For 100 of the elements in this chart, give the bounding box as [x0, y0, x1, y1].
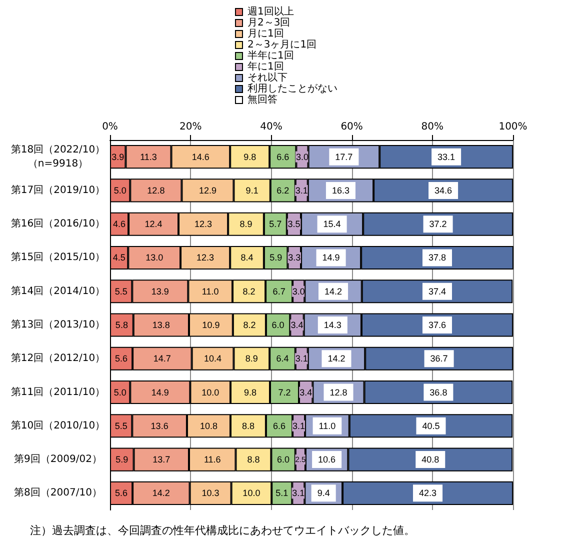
data-label: 3.5 [288, 219, 300, 230]
data-label: 11.6 [204, 454, 221, 465]
data-label: 3.4 [290, 320, 304, 330]
data-label: 37.4 [428, 286, 446, 296]
data-label: 3.1 [292, 420, 306, 431]
data-label: 40.8 [422, 454, 440, 465]
data-label: 34.6 [434, 185, 452, 196]
data-label: 14.2 [328, 354, 346, 364]
data-label: 14.6 [192, 152, 210, 162]
data-label: 5.9 [270, 252, 282, 263]
data-label: 14.9 [151, 387, 169, 398]
legend-label: それ以下 [248, 72, 288, 84]
data-label: 9.1 [246, 185, 258, 196]
data-label: 14.9 [322, 252, 340, 263]
data-label: 12.9 [198, 185, 216, 196]
data-label: 13.8 [152, 320, 170, 330]
legend-label: 半年に1回 [248, 50, 294, 62]
data-label: 11.0 [202, 286, 219, 296]
data-label: 8.4 [240, 252, 254, 263]
x-tick-label: 0% [102, 122, 118, 132]
data-label: 3.3 [288, 252, 301, 263]
y-tick-label: 第15回（2015/10） [10, 251, 106, 264]
data-label: 5.6 [115, 488, 128, 498]
data-label: 16.3 [332, 185, 350, 196]
data-label: 37.2 [429, 219, 447, 230]
data-label: 10.0 [242, 488, 260, 498]
data-label: 10.8 [200, 420, 218, 431]
data-label: 40.5 [422, 420, 440, 431]
data-label: 14.2 [324, 286, 342, 296]
x-tick-label: 80% [421, 122, 444, 132]
y-tick-label: 第13回（2013/10） [10, 318, 106, 330]
data-label: 11.3 [140, 152, 157, 162]
legend-label: 月に1回 [248, 28, 284, 40]
x-tick-label: 20% [179, 122, 202, 132]
data-label: 42.3 [419, 488, 437, 498]
data-label: 17.7 [335, 152, 353, 162]
y-tick-label: 第12回（2012/10） [10, 352, 106, 364]
data-label: 5.5 [114, 286, 128, 296]
data-label: 13.0 [146, 252, 164, 263]
data-label: 37.8 [428, 252, 446, 263]
y-tick-label: 第8回（2007/10） [14, 486, 102, 499]
data-label: 6.0 [272, 320, 284, 330]
data-label: 14.7 [153, 354, 171, 364]
data-label: 12.8 [330, 387, 348, 398]
legend-label: 週1回以上 [248, 6, 294, 18]
data-label: 12.3 [196, 252, 214, 263]
data-label: 6.0 [277, 454, 290, 465]
data-label: 10.6 [318, 454, 336, 465]
data-label: 8.2 [242, 286, 256, 296]
legend-label: 無回答 [248, 94, 278, 106]
data-label: 13.9 [151, 286, 169, 296]
data-label: 10.9 [202, 320, 220, 330]
data-label: 5.1 [276, 488, 288, 498]
data-label: 5.5 [114, 420, 128, 431]
y-tick-label: 第9回（2009/02） [14, 453, 102, 466]
data-label: 9.8 [244, 387, 256, 398]
data-label: 6.2 [276, 185, 290, 196]
x-tick-label: 40% [260, 122, 282, 132]
data-label: 36.8 [430, 387, 448, 398]
data-label: 9.8 [244, 152, 256, 162]
data-label: 3.9 [112, 152, 124, 162]
data-label: 5.8 [115, 320, 128, 330]
data-label: 12.4 [144, 219, 162, 230]
legend-label: 月2～3回 [248, 18, 290, 28]
y-tick-label: 第18回（2022/10）（n=9918） [10, 143, 106, 170]
data-label: 6.4 [276, 354, 289, 364]
data-label: 3.1 [295, 354, 308, 364]
x-tick-label: 60% [340, 122, 363, 132]
y-tick-label: 第17回（2019/10） [10, 184, 106, 196]
text: 注）過去調査は、今回調査の性年代構成比にあわせてウエイトバックした値。 [30, 524, 415, 537]
data-label: 33.1 [438, 152, 456, 162]
data-label: 3.4 [300, 387, 312, 398]
data-label: 4.5 [112, 252, 126, 263]
data-label: 15.4 [323, 219, 341, 230]
legend-label: 利用したことがない [248, 82, 338, 94]
data-label: 8.9 [240, 219, 252, 230]
data-label: 3.0 [296, 152, 308, 162]
data-label: 8.2 [243, 320, 256, 330]
y-tick-label: 第10回（2010/10） [10, 419, 106, 432]
data-label: 6.6 [273, 420, 286, 431]
data-label: 8.9 [245, 354, 258, 364]
y-tick-label: 第16回（2016/10） [10, 218, 106, 230]
data-label: 5.0 [114, 185, 126, 196]
data-label: 11.0 [318, 420, 336, 431]
data-label: 10.0 [202, 387, 220, 398]
data-label: 8.8 [247, 454, 260, 465]
data-label: 6.7 [272, 286, 286, 296]
data-label: 4.6 [113, 219, 126, 230]
data-label: 5.6 [115, 354, 128, 364]
data-label: 7.2 [278, 387, 291, 398]
data-label: 3.0 [292, 286, 305, 296]
y-tick-label: 第14回（2014/10） [10, 284, 106, 297]
data-label: 5.7 [269, 219, 282, 230]
data-label: 5.9 [116, 454, 128, 465]
data-label: 14.3 [324, 320, 342, 330]
x-tick-label: 100% [498, 122, 528, 132]
data-label: 3.1 [292, 488, 305, 498]
data-label: 14.2 [152, 488, 170, 498]
data-label: 37.6 [428, 320, 446, 330]
data-label: 9.4 [317, 488, 330, 498]
